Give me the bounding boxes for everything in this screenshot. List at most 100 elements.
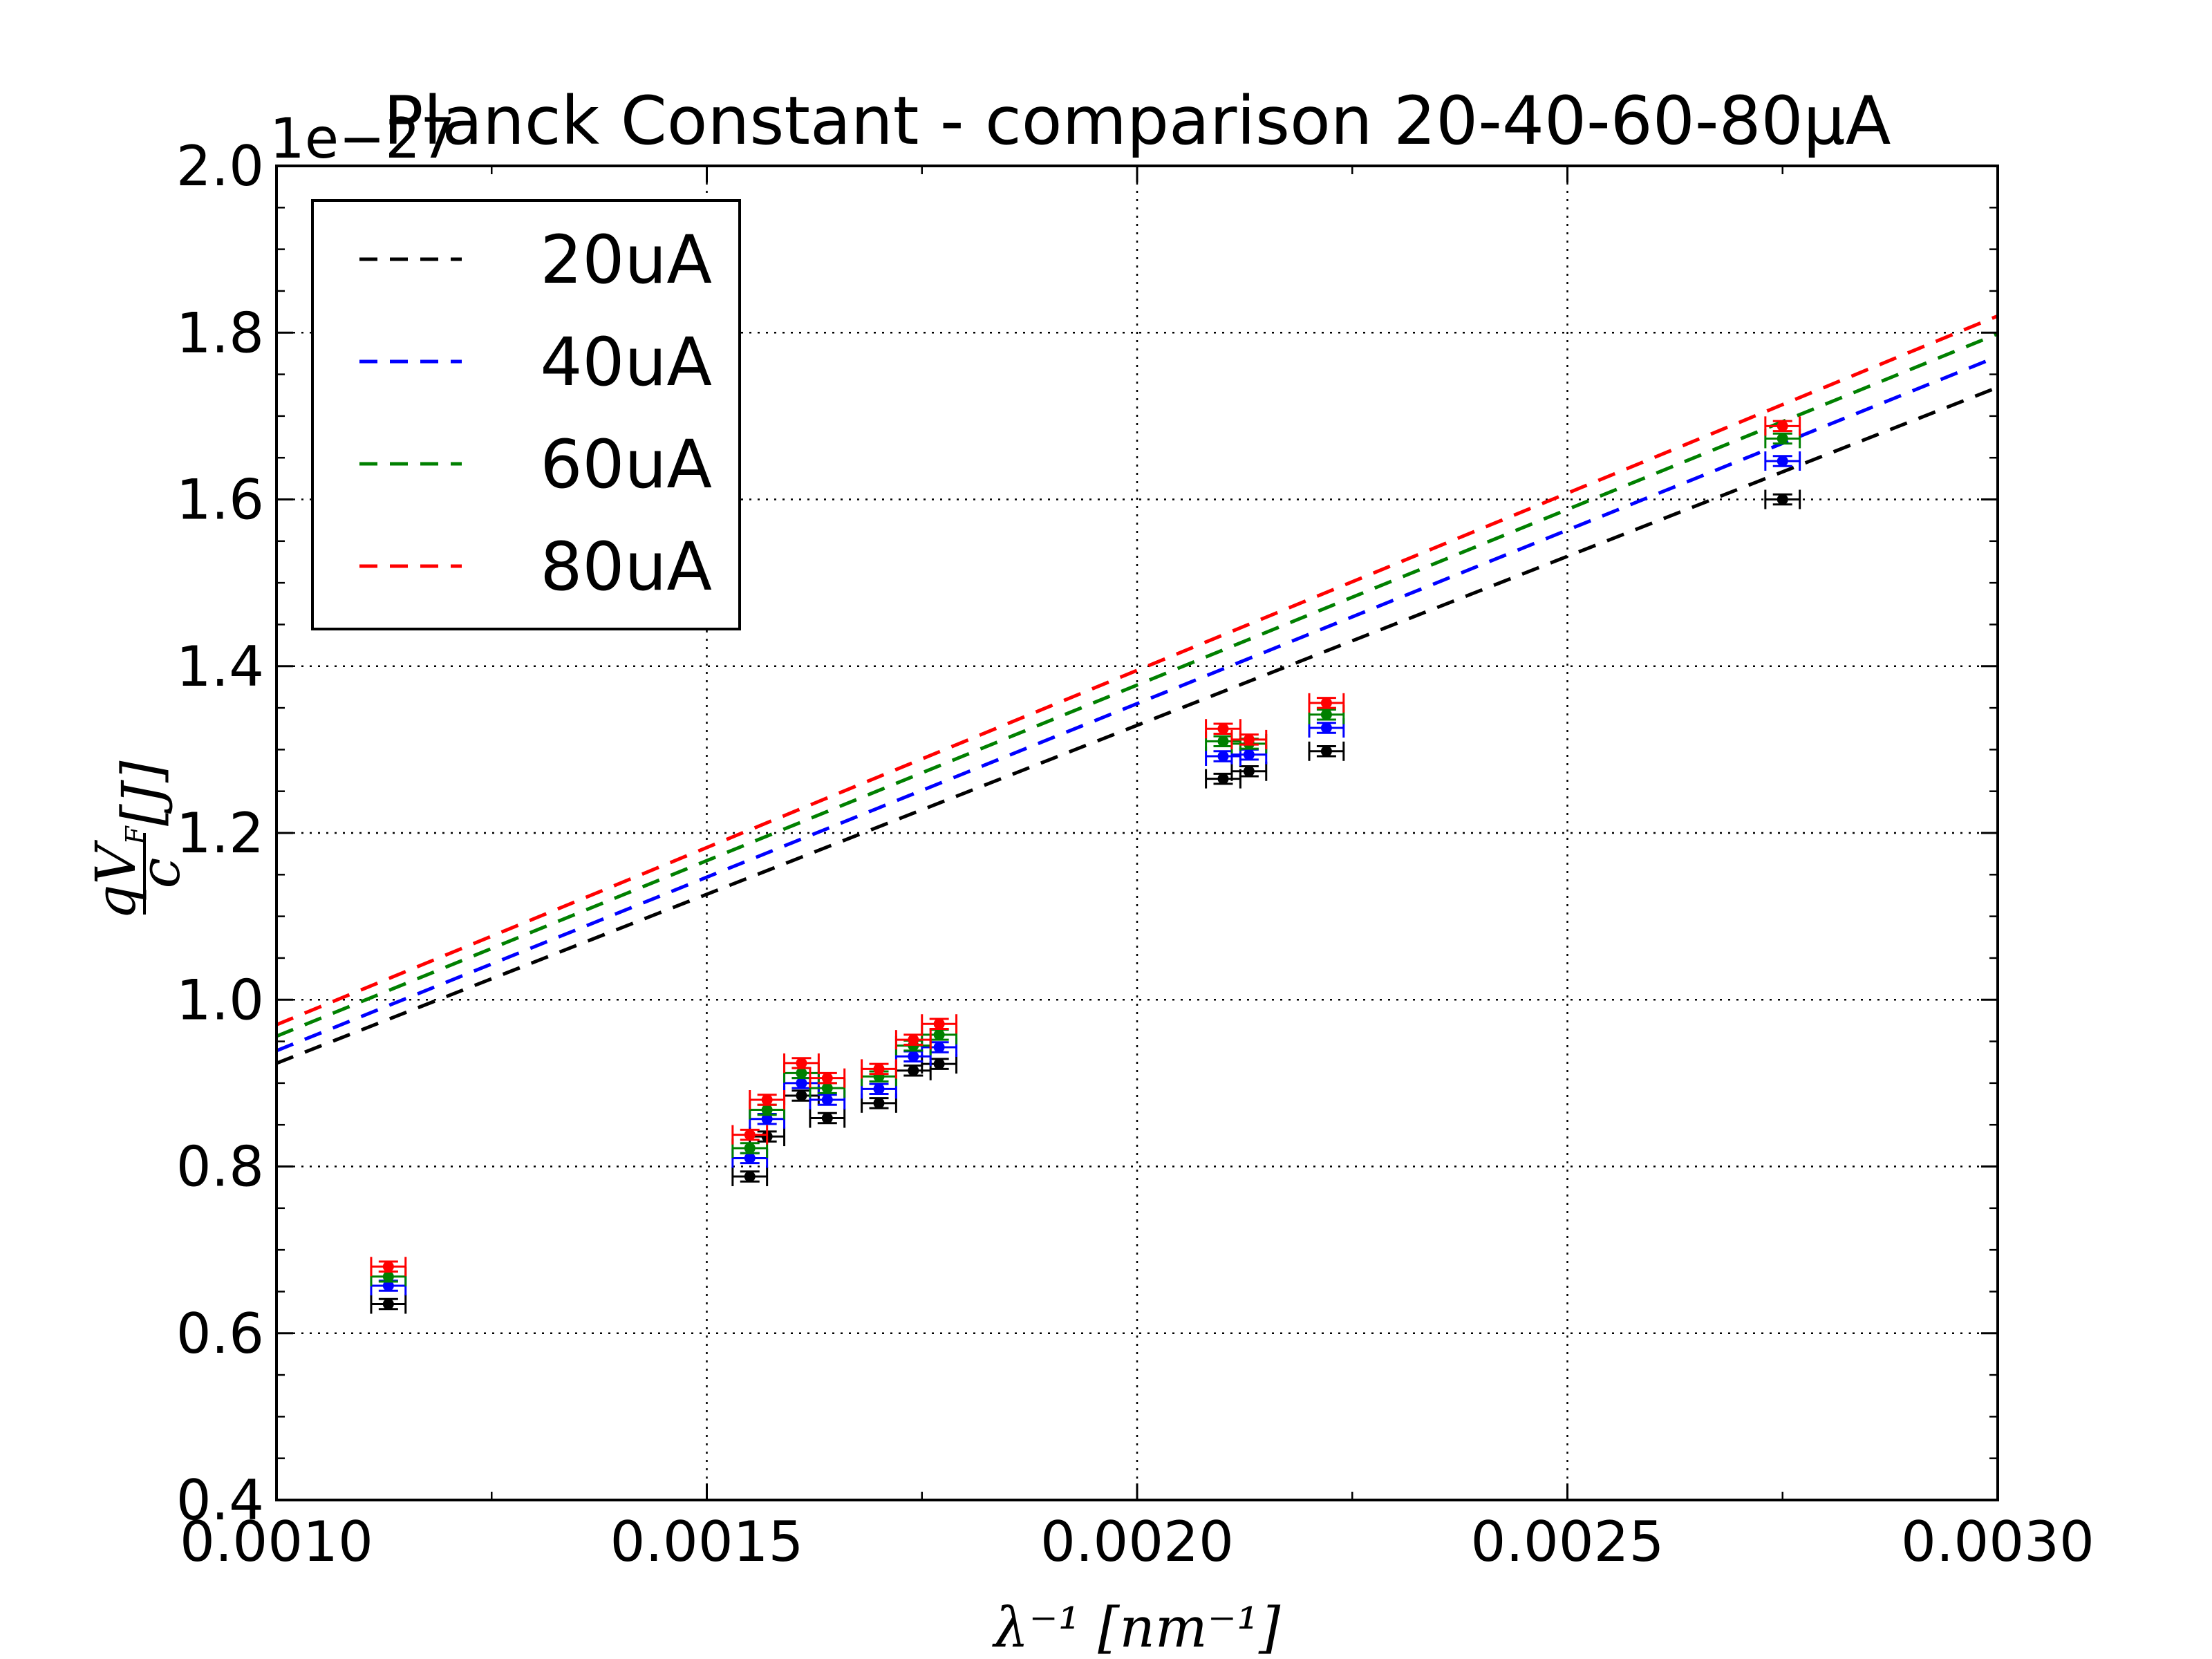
data-marker bbox=[908, 1065, 919, 1076]
data-marker bbox=[796, 1067, 807, 1079]
data-marker bbox=[1243, 749, 1255, 760]
legend-label: 60uA bbox=[540, 426, 712, 503]
y-tick-label: 2.0 bbox=[176, 134, 264, 198]
data-marker bbox=[933, 1029, 945, 1040]
legend: 20uA 40uA 60uA 80uA bbox=[311, 199, 741, 630]
x-tick-label: 0.0010 bbox=[180, 1510, 373, 1574]
data-point-80uA bbox=[370, 1257, 407, 1277]
y-axis-label-main: qV bbox=[84, 839, 148, 919]
x-axis-label: λ⁻¹ [nm⁻¹] bbox=[992, 1595, 1281, 1659]
y-tick-label: 1.8 bbox=[176, 301, 264, 365]
data-point-80uA bbox=[861, 1059, 897, 1079]
data-point-20uA bbox=[370, 1294, 407, 1314]
data-marker bbox=[761, 1094, 773, 1105]
data-point-40uA bbox=[1308, 718, 1345, 738]
data-marker bbox=[1320, 745, 1332, 757]
data-marker bbox=[821, 1094, 833, 1105]
data-point-40uA bbox=[1764, 451, 1801, 471]
data-marker bbox=[796, 1077, 807, 1089]
data-marker bbox=[933, 1042, 945, 1053]
data-point-80uA bbox=[1764, 416, 1801, 436]
data-point-20uA bbox=[809, 1108, 846, 1128]
legend-box bbox=[311, 199, 741, 630]
data-point-60uA bbox=[1764, 429, 1801, 449]
data-marker bbox=[744, 1129, 756, 1141]
data-marker bbox=[873, 1063, 885, 1075]
data-marker bbox=[933, 1018, 945, 1030]
data-marker bbox=[908, 1051, 919, 1062]
data-marker bbox=[761, 1113, 773, 1125]
y-tick-label: 1.4 bbox=[176, 635, 264, 699]
fit-line-20uA bbox=[276, 386, 1998, 1065]
y-tick-label: 0.8 bbox=[176, 1135, 264, 1199]
y-axis-label-unit: [J] bbox=[110, 760, 174, 826]
data-point-80uA bbox=[783, 1053, 820, 1073]
fit-line-80uA bbox=[276, 314, 1998, 1027]
x-tick-label: 0.0030 bbox=[1901, 1510, 2094, 1574]
data-marker bbox=[796, 1057, 807, 1069]
y-axis-label: qVF c [J] bbox=[84, 760, 192, 920]
data-marker bbox=[1777, 494, 1788, 505]
data-marker bbox=[1777, 456, 1788, 467]
data-marker bbox=[873, 1097, 885, 1109]
data-point-80uA bbox=[894, 1030, 932, 1050]
data-points bbox=[370, 416, 1801, 1314]
data-marker bbox=[1320, 697, 1332, 709]
data-point-20uA bbox=[861, 1093, 897, 1113]
data-point-80uA bbox=[749, 1090, 786, 1109]
fit-lines bbox=[276, 314, 1998, 1065]
data-point-20uA bbox=[1205, 769, 1241, 789]
data-marker bbox=[744, 1142, 756, 1154]
y-offset-label: 1e−27 bbox=[270, 106, 456, 171]
data-marker bbox=[1217, 773, 1229, 785]
data-point-20uA bbox=[731, 1166, 769, 1186]
data-marker bbox=[1217, 723, 1229, 735]
data-marker bbox=[796, 1089, 807, 1101]
data-marker bbox=[908, 1034, 919, 1046]
data-marker bbox=[873, 1083, 885, 1095]
axis-ticks bbox=[275, 165, 1999, 1501]
y-tick-label: 1.2 bbox=[176, 801, 264, 865]
data-marker bbox=[1320, 722, 1332, 734]
data-marker bbox=[821, 1072, 833, 1084]
legend-label: 40uA bbox=[540, 324, 712, 401]
data-marker bbox=[1243, 765, 1255, 777]
y-axis-label-sub: F bbox=[120, 825, 151, 845]
fit-line-40uA bbox=[276, 355, 1998, 1053]
data-marker bbox=[1777, 433, 1788, 444]
x-tick-label: 0.0020 bbox=[1040, 1510, 1234, 1574]
grid-lines bbox=[276, 166, 1998, 1500]
chart-title: Planck Constant - comparison 20-40-60-80… bbox=[384, 82, 1891, 160]
legend-label: 20uA bbox=[540, 221, 712, 299]
data-marker bbox=[821, 1082, 833, 1094]
data-marker bbox=[761, 1104, 773, 1116]
data-point-20uA bbox=[1308, 741, 1345, 761]
data-point-80uA bbox=[921, 1014, 958, 1034]
data-point-20uA bbox=[1230, 761, 1268, 781]
data-marker bbox=[382, 1271, 394, 1282]
x-tick-label: 0.0015 bbox=[610, 1510, 804, 1574]
data-point-80uA bbox=[731, 1125, 769, 1145]
data-point-80uA bbox=[809, 1068, 846, 1088]
y-tick-labels: 0.4 0.6 0.8 1.0 1.2 1.4 1.6 1.8 2.0 bbox=[176, 134, 264, 1533]
data-marker bbox=[744, 1152, 756, 1164]
y-axis-label-denominator: c bbox=[128, 858, 192, 889]
x-tick-labels: 0.0010 0.0015 0.0020 0.0025 0.0030 bbox=[180, 1510, 2094, 1574]
data-marker bbox=[382, 1261, 394, 1273]
data-point-80uA bbox=[1230, 729, 1268, 749]
data-marker bbox=[1217, 751, 1229, 762]
data-marker bbox=[1320, 709, 1332, 720]
data-marker bbox=[933, 1058, 945, 1070]
data-marker bbox=[744, 1170, 756, 1182]
x-tick-label: 0.0025 bbox=[1471, 1510, 1665, 1574]
data-point-80uA bbox=[1308, 693, 1345, 713]
data-marker bbox=[1777, 420, 1788, 432]
y-tick-label: 0.4 bbox=[176, 1468, 264, 1533]
svg-text:qVF: qVF bbox=[84, 825, 151, 920]
data-point-20uA bbox=[1764, 489, 1801, 509]
y-tick-label: 1.0 bbox=[176, 968, 264, 1032]
data-marker bbox=[382, 1298, 394, 1310]
data-marker bbox=[1217, 735, 1229, 747]
data-marker bbox=[821, 1112, 833, 1124]
